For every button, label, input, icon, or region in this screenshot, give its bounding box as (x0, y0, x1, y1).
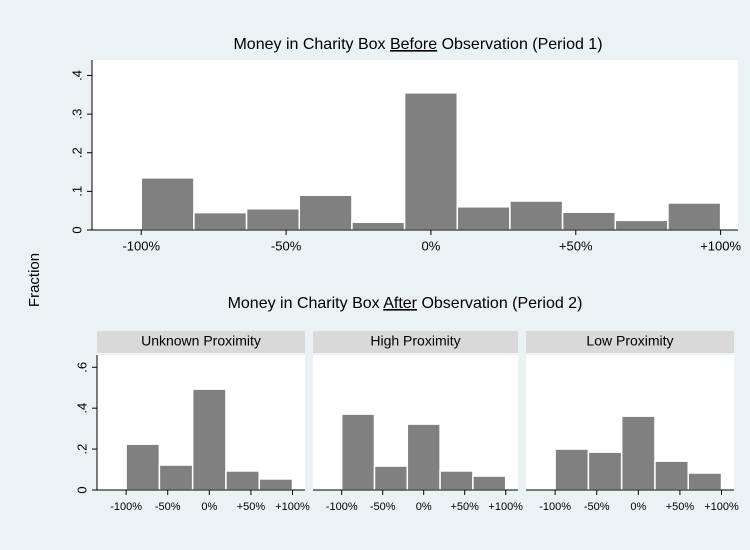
bar (245, 208, 301, 231)
bar (561, 211, 617, 231)
panel-title: High Proximity (370, 333, 460, 349)
bar (225, 470, 260, 491)
y-tick-label: 0 (74, 486, 89, 493)
bar (472, 475, 507, 491)
title-part: Money in Charity Box (233, 36, 390, 53)
title-part: After (383, 295, 417, 312)
x-tick-label: -100% (122, 238, 160, 253)
bar (351, 221, 406, 231)
bar (439, 470, 474, 491)
panel-header (313, 331, 518, 353)
x-tick-label: +100% (704, 501, 739, 513)
title-part: Observation (Period 2) (417, 295, 582, 312)
x-tick-label: +50% (237, 501, 266, 513)
panel-title: Unknown Proximity (141, 333, 261, 349)
bar (614, 219, 669, 231)
bar (587, 451, 623, 491)
y-tick-label: .4 (74, 403, 89, 414)
panel-header (97, 331, 305, 353)
bar (456, 206, 511, 231)
title-part: Before (390, 36, 437, 53)
bar (654, 460, 689, 491)
y-tick-label: .2 (74, 444, 89, 455)
x-tick-label: +100% (700, 238, 741, 253)
x-tick-label: -100% (110, 501, 142, 513)
bar (158, 464, 194, 491)
bar (258, 478, 294, 491)
bar (406, 423, 441, 491)
x-tick-label: -50% (370, 501, 396, 513)
x-tick-label: +50% (666, 501, 695, 513)
x-tick-label: -50% (155, 501, 181, 513)
x-tick-label: -100% (326, 501, 358, 513)
bar (193, 211, 248, 231)
y-tick-label: 0 (69, 226, 84, 233)
bar (509, 200, 564, 231)
x-tick-label: 0% (422, 238, 441, 253)
x-tick-label: -50% (584, 501, 610, 513)
x-tick-label: -100% (539, 501, 571, 513)
bar (340, 413, 376, 491)
bar (554, 448, 590, 491)
bar (687, 472, 723, 491)
panel-header (526, 331, 734, 353)
chart-title: Money in Charity Box After Observation (… (228, 295, 583, 312)
x-tick-label: +50% (450, 501, 479, 513)
x-tick-label: -50% (271, 238, 302, 253)
bar (125, 443, 161, 491)
bar (191, 388, 227, 491)
y-tick-label: .4 (69, 70, 84, 81)
x-tick-label: 0% (630, 501, 646, 513)
bar (140, 177, 195, 231)
bar (298, 194, 353, 231)
y-tick-label: .1 (69, 186, 84, 197)
bar (373, 465, 409, 491)
x-tick-label: +100% (488, 501, 523, 513)
y-tick-label: .6 (74, 362, 89, 373)
y-tick-label: .2 (69, 147, 84, 158)
y-axis-label: Fraction (26, 253, 43, 307)
x-tick-label: +50% (559, 238, 593, 253)
title-part: Money in Charity Box (228, 295, 384, 312)
panel-title: Low Proximity (586, 333, 673, 349)
title-part: Observation (Period 1) (437, 36, 602, 53)
chart-title: Money in Charity Box Before Observation … (233, 36, 602, 53)
x-tick-label: 0% (201, 501, 217, 513)
x-tick-label: 0% (416, 501, 432, 513)
bar (620, 415, 656, 491)
y-tick-label: .3 (69, 109, 84, 120)
x-tick-label: +100% (275, 501, 310, 513)
bar (403, 92, 459, 231)
bar (667, 202, 722, 231)
